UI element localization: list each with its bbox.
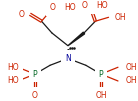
Text: P: P <box>99 70 103 79</box>
Text: N: N <box>65 54 71 63</box>
Text: O: O <box>82 1 88 10</box>
Text: HO: HO <box>8 63 19 72</box>
Text: HO: HO <box>64 3 76 12</box>
Polygon shape <box>68 32 85 46</box>
Text: O: O <box>50 3 56 12</box>
Text: P: P <box>33 70 37 79</box>
Text: OH: OH <box>126 76 137 85</box>
Text: O: O <box>19 10 25 19</box>
Text: OH: OH <box>95 91 107 100</box>
Text: OH: OH <box>114 13 126 22</box>
Text: HO: HO <box>8 76 19 85</box>
Text: HO: HO <box>96 1 108 10</box>
Text: OH: OH <box>126 63 137 72</box>
Text: O: O <box>32 91 38 100</box>
